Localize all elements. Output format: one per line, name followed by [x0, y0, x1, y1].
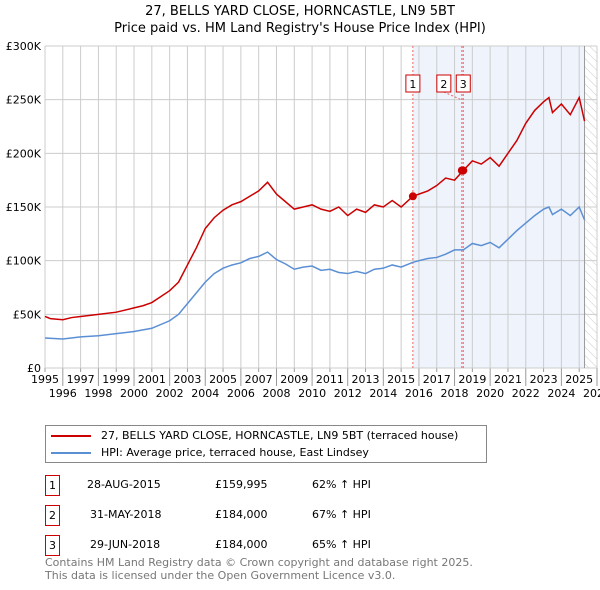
x-tick-label: 2004 [191, 387, 219, 400]
sale-number: 3 [45, 535, 60, 556]
sale-hpi: 67% ↑ HPI [312, 508, 371, 521]
x-tick-label: 2020 [476, 387, 504, 400]
x-tick-label: 2001 [138, 373, 166, 386]
x-tick-label: 2019 [458, 373, 486, 386]
y-tick-label: £50K [13, 308, 42, 321]
x-tick-label: 1997 [67, 373, 95, 386]
sale-label-box [405, 74, 421, 93]
x-tick-label: 2000 [120, 387, 148, 400]
sale-label: 3 [460, 78, 467, 91]
x-tick-label: 2007 [245, 373, 273, 386]
footer-line: This data is licensed under the Open Gov… [45, 569, 396, 582]
sale-label-box [455, 74, 471, 93]
sale-label-box [436, 74, 452, 93]
y-tick-label: £250K [6, 94, 42, 107]
series-line [44, 95, 586, 321]
sale-label-connector [443, 91, 463, 101]
legend: 27, BELLS YARD CLOSE, HORNCASTLE, LN9 5B… [45, 425, 487, 463]
sale-label: 2 [440, 78, 447, 91]
chart-subtitle: Price paid vs. HM Land Registry's House … [114, 21, 486, 36]
sale-price: £159,995 [215, 478, 268, 491]
y-tick-label: £0 [27, 362, 41, 375]
x-tick-label: 2003 [173, 373, 201, 386]
series-line [44, 205, 586, 340]
price-chart: 1995199619971998199920002001200220032004… [6, 40, 600, 400]
x-tick-label: 2016 [405, 387, 433, 400]
sale-date: 31-MAY-2018 [90, 508, 162, 521]
sale-number: 1 [45, 475, 60, 496]
legend-label: 27, BELLS YARD CLOSE, HORNCASTLE, LN9 5B… [101, 429, 459, 442]
sale-number: 2 [45, 505, 60, 526]
x-tick-label: 2005 [209, 373, 237, 386]
y-tick-label: £300K [6, 40, 42, 53]
sale-price: £184,000 [215, 508, 268, 521]
legend-item-property: 27, BELLS YARD CLOSE, HORNCASTLE, LN9 5B… [51, 429, 458, 442]
x-tick-label: 2006 [227, 387, 255, 400]
sale-date: 29-JUN-2018 [90, 538, 161, 551]
sale-price: £184,000 [215, 538, 268, 551]
x-tick-label: 1998 [84, 387, 112, 400]
x-tick-label: 2014 [369, 387, 397, 400]
y-tick-label: £100K [6, 255, 42, 268]
legend-label: HPI: Average price, terraced house, East… [101, 446, 369, 459]
table-row: 2 31-MAY-2018 £184,000 67% ↑ HPI [45, 505, 445, 526]
legend-item-hpi: HPI: Average price, terraced house, East… [51, 446, 369, 459]
y-tick-label: £150K [6, 201, 42, 214]
x-tick-label: 2002 [156, 387, 184, 400]
footer: Contains HM Land Registry data © Crown c… [45, 556, 473, 582]
sale-hpi: 62% ↑ HPI [312, 478, 371, 491]
x-tick-label: 2009 [280, 373, 308, 386]
x-tick-label: 2017 [423, 373, 451, 386]
x-tick-label: 2023 [530, 373, 558, 386]
table-row: 1 28-AUG-2015 £159,995 62% ↑ HPI [45, 475, 445, 496]
sale-date: 28-AUG-2015 [87, 478, 161, 491]
sale-point [459, 166, 468, 175]
chart-title: 27, BELLS YARD CLOSE, HORNCASTLE, LN9 5B… [145, 4, 455, 19]
sale-point [408, 192, 417, 201]
sale-hpi: 65% ↑ HPI [312, 538, 371, 551]
x-tick-label: 2011 [316, 373, 344, 386]
x-tick-label: 2024 [547, 387, 575, 400]
x-tick-label: 2022 [512, 387, 540, 400]
x-tick-label: 1996 [49, 387, 77, 400]
x-tick-label: 2008 [262, 387, 290, 400]
table-row: 3 29-JUN-2018 £184,000 65% ↑ HPI [45, 535, 445, 556]
x-tick-label: 2012 [334, 387, 362, 400]
x-tick-label: 2013 [352, 373, 380, 386]
x-tick-label: 2010 [298, 387, 326, 400]
x-tick-label: 2021 [494, 373, 522, 386]
x-tick-label: 2025 [565, 373, 593, 386]
x-tick-label: 2018 [441, 387, 469, 400]
x-tick-label: 1999 [102, 373, 130, 386]
y-tick-label: £200K [6, 147, 42, 160]
x-tick-label: 2026 [583, 387, 600, 400]
footer-line: Contains HM Land Registry data © Crown c… [45, 556, 473, 569]
sale-label: 1 [409, 78, 416, 91]
x-tick-label: 2015 [387, 373, 415, 386]
x-tick-label: 1995 [31, 373, 59, 386]
